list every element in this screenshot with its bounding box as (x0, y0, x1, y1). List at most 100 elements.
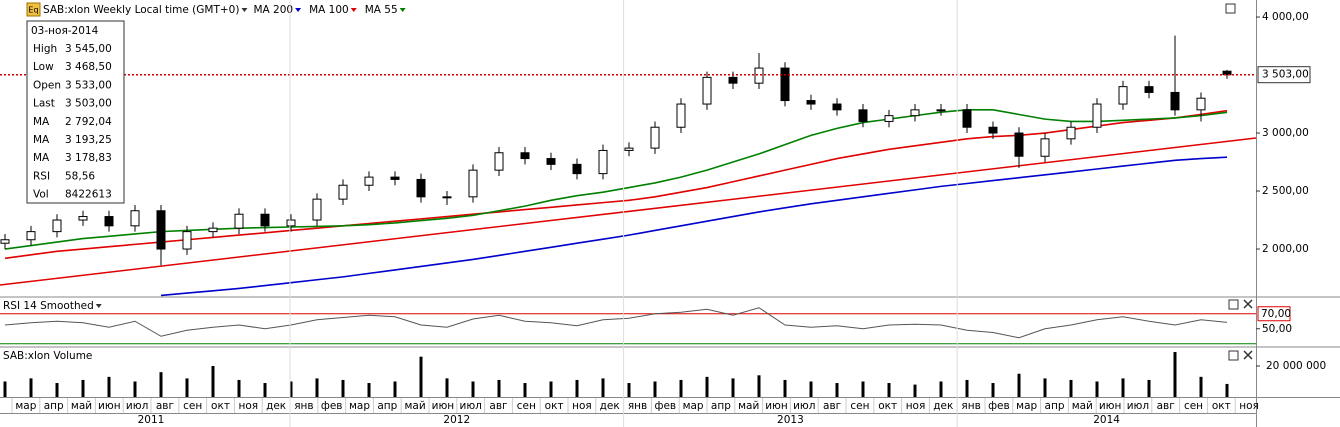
close-button[interactable] (1243, 350, 1253, 360)
volume-bar (367, 383, 371, 397)
maximize-button[interactable] (1228, 299, 1239, 310)
level-label: 70,00 (1261, 308, 1291, 320)
info-label: MA (33, 116, 50, 128)
month-label: май (738, 400, 759, 412)
volume-bar (705, 376, 709, 397)
info-label: RSI (33, 170, 50, 182)
month-label: авг (1157, 400, 1175, 412)
month-label: дек (600, 400, 620, 412)
candle-body (130, 210, 140, 227)
info-label: Low (33, 61, 54, 73)
candle-body (780, 67, 790, 102)
volume-bar (133, 381, 137, 397)
candle-body (52, 219, 62, 233)
candle-body (286, 219, 296, 227)
candle-body (858, 109, 868, 122)
month-label: сен (1184, 400, 1203, 412)
volume-bar (1017, 373, 1021, 397)
chart-title: SAB:xlon Weekly Local time (GMT+0) (43, 4, 239, 16)
level-label-box (1257, 306, 1291, 322)
info-label: Vol (33, 189, 49, 201)
candle-body (572, 163, 582, 175)
candle-body (208, 227, 218, 233)
close-button[interactable] (1243, 299, 1253, 309)
info-label: MA (33, 134, 50, 146)
month-label: ноя (572, 400, 592, 412)
candle-body (156, 210, 166, 250)
volume-bar (731, 378, 735, 397)
info-value: 8422613 (65, 189, 112, 201)
month-label: сен (183, 400, 202, 412)
month-label: июн (98, 400, 121, 412)
volume-bar (445, 378, 449, 397)
info-label: Last (33, 98, 55, 110)
volume-bar (471, 381, 475, 397)
legend-dropdown (350, 8, 357, 12)
candle-body (936, 109, 946, 112)
dropdown-arrow (241, 8, 248, 12)
info-date: 03-ноя-2014 (31, 25, 99, 37)
candle-body (234, 213, 244, 229)
month-label: фев (654, 400, 676, 412)
volume-bar (887, 383, 891, 397)
panel-title: SAB:xlon Volume (3, 350, 92, 362)
month-label: ноя (906, 400, 926, 412)
last-price-box (1257, 66, 1311, 84)
candle-body (1092, 103, 1102, 128)
candle-body (1196, 97, 1206, 111)
candle-body (1144, 86, 1154, 93)
candle-body (520, 152, 530, 160)
overlay: SAB:xlon Weekly Local time (GMT+0) MA 200… (3, 4, 406, 362)
month-label: янв (628, 400, 647, 412)
volume-bar (393, 381, 397, 397)
month-label: май (71, 400, 92, 412)
candle-body (910, 109, 920, 117)
candle-body (416, 178, 426, 198)
info-value: 2 792,04 (65, 116, 112, 128)
candle-body (0, 239, 10, 244)
dropdown-arrow (95, 304, 102, 308)
candle-body (676, 103, 686, 128)
month-label: июн (1099, 400, 1122, 412)
month-label: авг (156, 400, 174, 412)
month-label: мар (1016, 400, 1037, 412)
volume-bar (1121, 378, 1125, 397)
candle-body (182, 231, 192, 250)
month-label: дек (266, 400, 286, 412)
y-tick-label: 2 500,00 (1262, 185, 1309, 197)
volume-bar (1043, 378, 1047, 397)
volume-bar (55, 383, 59, 397)
volume-bar (965, 379, 969, 397)
month-label: окт (878, 400, 897, 412)
symbol-icon[interactable] (26, 2, 41, 17)
month-label: окт (1212, 400, 1231, 412)
candle-body (650, 126, 660, 149)
candle-body (1014, 132, 1024, 157)
month-label: окт (545, 400, 564, 412)
rsi-line (4, 307, 1228, 339)
y-tick-label: 4 000,00 (1262, 11, 1309, 23)
candle-body (884, 115, 894, 122)
month-label: апр (1045, 400, 1065, 412)
candle-body (468, 169, 478, 198)
month-label: сен (850, 400, 869, 412)
moving-average-line (160, 156, 1228, 297)
info-label: Open (33, 79, 61, 91)
month-label: авг (823, 400, 841, 412)
candle-body (1066, 126, 1076, 140)
volume-bar (757, 375, 761, 397)
month-label: июн (432, 400, 455, 412)
year-label: 2014 (1093, 414, 1120, 426)
maximize-button[interactable] (1228, 350, 1239, 361)
volume-bar (107, 376, 111, 397)
month-label: сен (517, 400, 536, 412)
last-price-label: 3 503,00 (1262, 69, 1309, 81)
month-label: июл (1127, 400, 1149, 412)
volume-bar (341, 379, 345, 397)
month-label: янв (294, 400, 313, 412)
maximize-button[interactable] (1225, 3, 1236, 14)
candle-body (26, 231, 36, 241)
month-label: янв (961, 400, 980, 412)
